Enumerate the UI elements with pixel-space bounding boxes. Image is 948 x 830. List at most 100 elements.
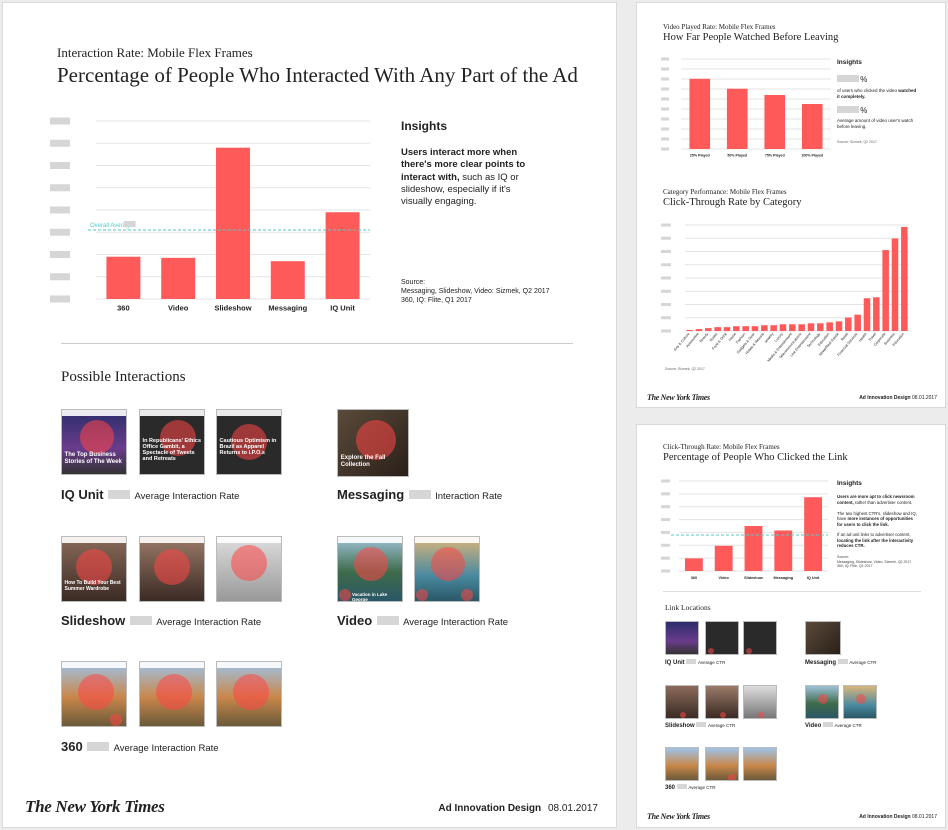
bar	[789, 324, 796, 331]
bar	[774, 530, 793, 571]
y-tick-placeholder	[50, 206, 70, 214]
x-tick-label: 100% Played	[801, 154, 823, 158]
360-label: 360 Average Interaction Rate	[61, 738, 219, 756]
bar	[761, 325, 768, 331]
ctr-source-1: Messaging, Slideshow, Video: Sizmek, Q2 …	[837, 559, 912, 564]
y-tick-placeholder	[661, 530, 670, 534]
messaging-caption: Explore the Fall Collection	[340, 455, 386, 468]
source-line-2: 360, IQ: Flite, Q1 2017	[401, 297, 472, 305]
bar	[705, 328, 712, 331]
bar	[216, 147, 250, 299]
bar	[801, 104, 823, 149]
video-caption-1: Vacation in Lake George	[352, 592, 388, 602]
main-panel: Interaction Rate: Mobile Flex Frames Per…	[2, 2, 617, 828]
y-tick-placeholder	[661, 117, 669, 121]
format-name: 360	[665, 785, 676, 791]
ctr-slideshow-thumb-2	[705, 685, 739, 719]
footer-credit: Ad Innovation Design	[859, 814, 911, 820]
x-tick-label: Video	[168, 304, 189, 313]
bar	[817, 323, 824, 331]
value-placeholder	[696, 722, 707, 727]
y-tick-placeholder	[661, 97, 669, 101]
format-name: IQ Unit	[61, 487, 104, 502]
x-tick-label: 50% Played	[727, 154, 747, 158]
x-tick-label: Messaging	[773, 576, 793, 580]
source-note: Source: Messaging, Slideshow, Video: Siz…	[401, 278, 550, 305]
footer-date: 08.01.2017	[911, 395, 937, 401]
y-tick-placeholder	[661, 57, 669, 61]
footer-credit: Ad Innovation Design	[438, 803, 542, 814]
value-placeholder	[408, 490, 431, 499]
x-tick-label: Retail	[840, 332, 849, 342]
insights-bold: Users interact more when there's more cl…	[401, 147, 526, 183]
format-label: Average Interaction Rate	[156, 617, 262, 628]
ctr-iq-label: IQ Unit Average CTR	[665, 659, 725, 666]
nyt-logo-small-2: The New York Times	[647, 812, 710, 821]
y-tick-placeholder	[50, 117, 70, 125]
x-tick-label: 360	[691, 576, 697, 580]
x-tick-label: 360	[117, 304, 130, 313]
bar	[798, 324, 805, 331]
main-eyebrow: Interaction Rate: Mobile Flex Frames	[57, 45, 253, 60]
360-thumb-2	[139, 661, 205, 727]
bar	[689, 78, 711, 149]
main-title: Percentage of People Who Interacted With…	[57, 63, 578, 87]
bar	[751, 326, 759, 331]
y-tick-placeholder	[50, 273, 70, 281]
value-placeholder	[686, 659, 697, 664]
bar	[901, 226, 908, 331]
format-label: Average CTR	[698, 660, 726, 665]
ctr-eyebrow: Click-Through Rate: Mobile Flex Frames	[663, 443, 780, 451]
value-placeholder	[822, 722, 833, 727]
nyt-logo: The New York Times	[25, 797, 165, 816]
y-tick-placeholder	[661, 250, 671, 253]
slideshow-thumb-1: How To Build Your Best Summer Wardrobe	[61, 536, 127, 602]
source-line-1: Messaging, Slideshow, Video: Sizmek, Q2 …	[401, 288, 550, 296]
ctr-p2-bold: more instances of opportunities for user…	[837, 516, 913, 527]
x-tick-label: Books	[709, 332, 719, 342]
y-tick-placeholder	[661, 127, 669, 131]
format-name: IQ Unit	[665, 660, 685, 666]
x-tick-label: Slideshow	[744, 576, 763, 580]
bar	[882, 250, 889, 331]
video-thumb-2	[414, 536, 480, 602]
bar	[686, 330, 693, 331]
bar	[733, 326, 740, 331]
slideshow-caption-1: How To Build Your Best Summer Wardrobe	[64, 580, 121, 592]
360-thumb-3	[216, 661, 282, 727]
ctr-video-thumb-2	[843, 685, 877, 719]
value-placeholder	[87, 742, 110, 751]
y-tick-placeholder	[661, 569, 670, 573]
ctr-iq-thumb-3	[743, 621, 777, 655]
format-name: Video	[805, 723, 822, 729]
video-source: Source: Sizmek, Q2 2017	[837, 139, 877, 144]
x-tick-label: Slideshow	[214, 304, 251, 313]
360-thumb-1	[61, 661, 127, 727]
format-label: Average CTR	[708, 723, 736, 728]
ctr-iq-thumb-1	[665, 621, 699, 655]
y-tick-placeholder	[661, 223, 671, 227]
category-eyebrow: Category Performance: Mobile Flex Frames	[663, 188, 787, 196]
format-label: Average Interaction Rate	[134, 491, 240, 502]
bar	[891, 238, 899, 331]
ctr-360-thumb-3	[743, 747, 777, 781]
y-tick-placeholder	[661, 137, 669, 141]
iq-thumb-1: The Top Business Stories of The Week	[61, 409, 127, 475]
ctr-p1-bold: Users are more apt to click newsroom con…	[837, 494, 915, 506]
ctr-360-label: 360 Average CTR	[665, 784, 716, 791]
ctr-slideshow-thumb-3	[743, 685, 777, 719]
ctr-p2: The two highest CTR's, slideshow and IQ,…	[837, 510, 917, 522]
insights-block: Insights Users interact more when there'…	[401, 119, 536, 209]
ctr-slideshow-label: Slideshow Average CTR	[665, 722, 735, 729]
iq-caption-1: The Top Business Stories of The Week	[64, 452, 122, 465]
link-locations-title: Link Locations	[665, 603, 711, 612]
bar	[744, 526, 763, 571]
iq-caption-2: In Republicans' Ethics Office Gambit, a …	[142, 438, 202, 463]
ctr-title: Percentage of People Who Clicked the Lin…	[663, 452, 848, 463]
ctr-iq-thumb-2	[705, 621, 739, 655]
bar	[161, 257, 196, 299]
value-placeholder	[676, 784, 687, 789]
y-tick-placeholder	[661, 236, 671, 240]
ctr-source-label: Source:	[837, 555, 850, 560]
y-tick-placeholder	[661, 147, 669, 151]
